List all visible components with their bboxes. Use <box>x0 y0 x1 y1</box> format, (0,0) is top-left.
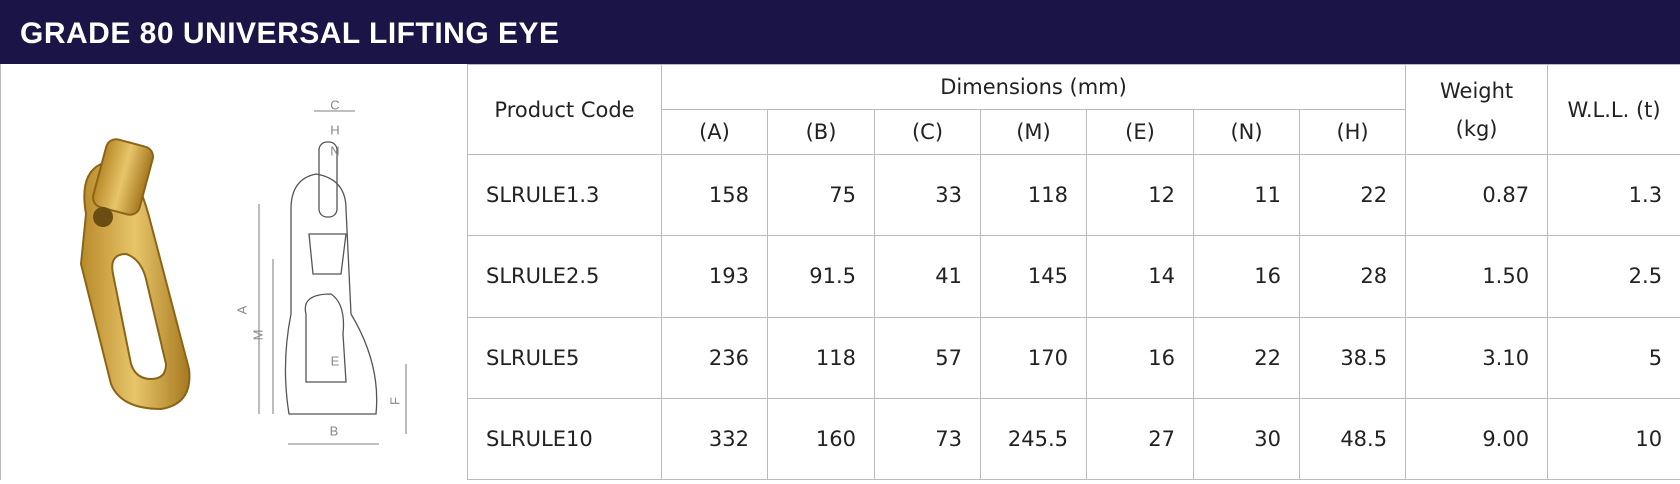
cell: 41 <box>875 236 981 317</box>
cell: 16 <box>1194 236 1300 317</box>
title: GRADE 80 UNIVERSAL LIFTING EYE <box>20 17 560 51</box>
cell: 170 <box>981 317 1087 398</box>
cell: 1.50 <box>1406 236 1548 317</box>
product-code: SLRULE1.3 <box>468 155 662 236</box>
column-header: Product Code <box>468 65 662 155</box>
column-header: (A) <box>662 110 768 155</box>
technical-drawing <box>259 111 406 444</box>
cell: 75 <box>768 155 875 236</box>
cell: 2.5 <box>1548 236 1680 317</box>
cell: 332 <box>662 398 768 479</box>
diagram-label: A <box>234 305 249 314</box>
cell: 33 <box>875 155 981 236</box>
header-bar: GRADE 80 UNIVERSAL LIFTING EYE <box>0 0 1680 64</box>
diagram-label: C <box>330 97 339 112</box>
cell: 57 <box>875 317 981 398</box>
cell: 245.5 <box>981 398 1087 479</box>
cell: 16 <box>1087 317 1194 398</box>
column-header: (M) <box>981 110 1087 155</box>
cell: 91.5 <box>768 236 875 317</box>
cell: 160 <box>768 398 875 479</box>
product-code: SLRULE10 <box>468 398 662 479</box>
group-header: Dimensions (mm) <box>662 65 1406 110</box>
column-header: (H) <box>1300 110 1406 155</box>
cell: 73 <box>875 398 981 479</box>
cell: 48.5 <box>1300 398 1406 479</box>
product-images: C H N A M E F B <box>1 64 468 480</box>
cell: 27 <box>1087 398 1194 479</box>
cell: 158 <box>662 155 768 236</box>
cell: 1.3 <box>1548 155 1680 236</box>
cell: 5 <box>1548 317 1680 398</box>
column-header: W.L.L. (t) <box>1548 65 1680 155</box>
column-header: Weight (kg) <box>1406 65 1548 155</box>
column-header: (B) <box>768 110 875 155</box>
diagram-label: F <box>387 397 402 405</box>
column-header-text: Weight (kg) <box>1437 72 1517 148</box>
diagram-label: B <box>330 423 339 438</box>
column-header: (E) <box>1087 110 1194 155</box>
diagram-label: H <box>330 122 339 137</box>
cell: 145 <box>981 236 1087 317</box>
cell: 14 <box>1087 236 1194 317</box>
cell: 9.00 <box>1406 398 1548 479</box>
cell: 22 <box>1300 155 1406 236</box>
diagram-label: M <box>250 330 265 341</box>
spec-table: Product Code Dimensions (mm) Weight (kg)… <box>467 64 1680 480</box>
image-panel: C H N A M E F B <box>0 64 467 480</box>
cell: 193 <box>662 236 768 317</box>
product-code: SLRULE5 <box>468 317 662 398</box>
cell: 22 <box>1194 317 1300 398</box>
cell: 12 <box>1087 155 1194 236</box>
cell: 38.5 <box>1300 317 1406 398</box>
cell: 118 <box>981 155 1087 236</box>
cell: 236 <box>662 317 768 398</box>
cell: 11 <box>1194 155 1300 236</box>
cell: 10 <box>1548 398 1680 479</box>
cell: 0.87 <box>1406 155 1548 236</box>
diagram-label: E <box>331 353 340 368</box>
diagram-label: N <box>330 143 339 158</box>
product-photo <box>81 137 189 409</box>
column-header: (N) <box>1194 110 1300 155</box>
cell: 28 <box>1300 236 1406 317</box>
cell: 118 <box>768 317 875 398</box>
product-code: SLRULE2.5 <box>468 236 662 317</box>
column-header: (C) <box>875 110 981 155</box>
cell: 30 <box>1194 398 1300 479</box>
cell: 3.10 <box>1406 317 1548 398</box>
